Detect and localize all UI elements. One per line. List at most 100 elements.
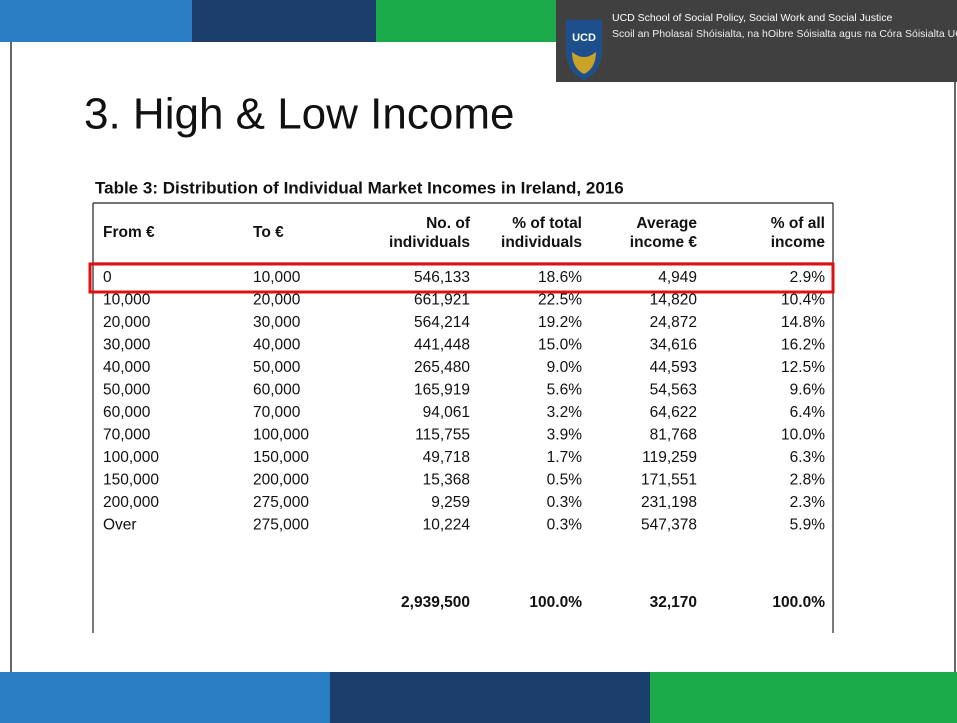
table-cell: 44,593 — [650, 359, 697, 376]
table-cell: 30,000 — [103, 337, 151, 354]
table-cell: 6.4% — [790, 404, 826, 421]
table-cell: 10.0% — [781, 427, 825, 444]
table-cell: 5.6% — [547, 382, 583, 399]
table-cell: 231,198 — [641, 494, 697, 511]
table-cell: 34,616 — [650, 337, 697, 354]
table-cell: 275,000 — [253, 517, 309, 534]
slide-title: 3. High & Low Income — [84, 90, 514, 139]
table-cell: 0 — [103, 269, 112, 286]
table-cell: 4,949 — [658, 269, 697, 286]
table-cell: 0.5% — [547, 472, 583, 489]
table-cell: 16.2% — [781, 337, 825, 354]
table-cell: 24,872 — [650, 314, 697, 331]
table-cell: 9.6% — [790, 382, 826, 399]
bar-green — [376, 0, 556, 42]
table-cell: 10.4% — [781, 292, 825, 309]
table-cell: 265,480 — [414, 359, 470, 376]
table-cell: 70,000 — [103, 427, 151, 444]
table-cell: 0.3% — [547, 494, 583, 511]
table-cell: 119,259 — [642, 449, 697, 466]
table-cell: 441,448 — [414, 337, 470, 354]
table-cell: 10,000 — [103, 292, 151, 309]
table-cell: 54,563 — [650, 382, 697, 399]
table-cell: 2.8% — [790, 472, 826, 489]
table-cell: 3.9% — [547, 427, 583, 444]
table-cell: 100,000 — [253, 427, 309, 444]
column-header: Average — [636, 215, 697, 232]
table-cell: 547,378 — [641, 517, 697, 534]
table-cell: 20,000 — [253, 292, 301, 309]
table-cell: 3.2% — [547, 404, 583, 421]
column-header: individuals — [501, 234, 582, 251]
table-cell: 6.3% — [790, 449, 826, 466]
bar-green — [650, 672, 957, 723]
column-header: % of total — [512, 215, 582, 232]
table-cell: 50,000 — [253, 359, 301, 376]
table-cell: 150,000 — [103, 472, 159, 489]
table-cell: 171,551 — [641, 472, 697, 489]
table-cell: 546,133 — [414, 269, 470, 286]
table-cell: 2.3% — [790, 494, 826, 511]
bar-navy — [192, 0, 376, 42]
table-cell: 60,000 — [253, 382, 301, 399]
column-header: individuals — [389, 234, 470, 251]
table-cell: 9.0% — [547, 359, 583, 376]
table-cell: 70,000 — [253, 404, 301, 421]
total-cell: 100.0% — [772, 594, 825, 611]
table-cell: 40,000 — [253, 337, 301, 354]
header-line: UCD School of Social Policy, Social Work… — [612, 12, 892, 24]
table-cell: 10,224 — [423, 517, 471, 534]
table-cell: 2.9% — [790, 269, 826, 286]
table-cell: 15,368 — [423, 472, 470, 489]
table-cell: 14.8% — [781, 314, 825, 331]
table-cell: 200,000 — [103, 494, 159, 511]
table-cell: 49,718 — [423, 449, 470, 466]
column-header: income € — [630, 234, 698, 251]
table-cell: 10,000 — [253, 269, 301, 286]
logo-text: UCD — [572, 32, 596, 44]
table-cell: 20,000 — [103, 314, 151, 331]
table-cell: 18.6% — [538, 269, 582, 286]
total-cell: 100.0% — [529, 594, 582, 611]
table-cell: 115,755 — [415, 427, 470, 444]
table-cell: 275,000 — [253, 494, 309, 511]
table-cell: 5.9% — [790, 517, 826, 534]
table-cell: 200,000 — [253, 472, 309, 489]
table-cell: 1.7% — [547, 449, 583, 466]
table-cell: 100,000 — [103, 449, 159, 466]
table-cell: 60,000 — [103, 404, 151, 421]
column-header: income — [771, 234, 826, 251]
table-cell: 22.5% — [538, 292, 582, 309]
logo-crest — [572, 52, 596, 74]
table-caption: Table 3: Distribution of Individual Mark… — [95, 178, 624, 197]
table-cell: Over — [103, 517, 137, 534]
table-cell: 14,820 — [650, 292, 698, 309]
table-cell: 150,000 — [253, 449, 309, 466]
column-header: % of all — [771, 215, 825, 232]
column-header: To € — [253, 224, 284, 241]
total-cell: 2,939,500 — [401, 594, 470, 611]
table-cell: 94,061 — [423, 404, 470, 421]
bar-blue — [0, 0, 192, 42]
table-cell: 12.5% — [781, 359, 825, 376]
table-cell: 81,768 — [650, 427, 697, 444]
table-cell: 0.3% — [547, 517, 583, 534]
table-cell: 50,000 — [103, 382, 151, 399]
total-cell: 32,170 — [650, 594, 697, 611]
column-header: No. of — [426, 215, 471, 232]
table-cell: 661,921 — [414, 292, 470, 309]
logo-box — [556, 0, 957, 82]
bar-navy — [330, 672, 650, 723]
table-cell: 30,000 — [253, 314, 301, 331]
highlight-box — [88, 262, 835, 294]
table-cell: 64,622 — [650, 404, 697, 421]
table-cell: 15.0% — [538, 337, 582, 354]
bar-blue — [0, 672, 330, 723]
table-cell: 40,000 — [103, 359, 151, 376]
table-cell: 564,214 — [414, 314, 470, 331]
header-line: Scoil an Pholasaí Shóisialta, na hOibre … — [612, 28, 957, 40]
table-cell: 19.2% — [538, 314, 582, 331]
table-cell: 9,259 — [431, 494, 470, 511]
